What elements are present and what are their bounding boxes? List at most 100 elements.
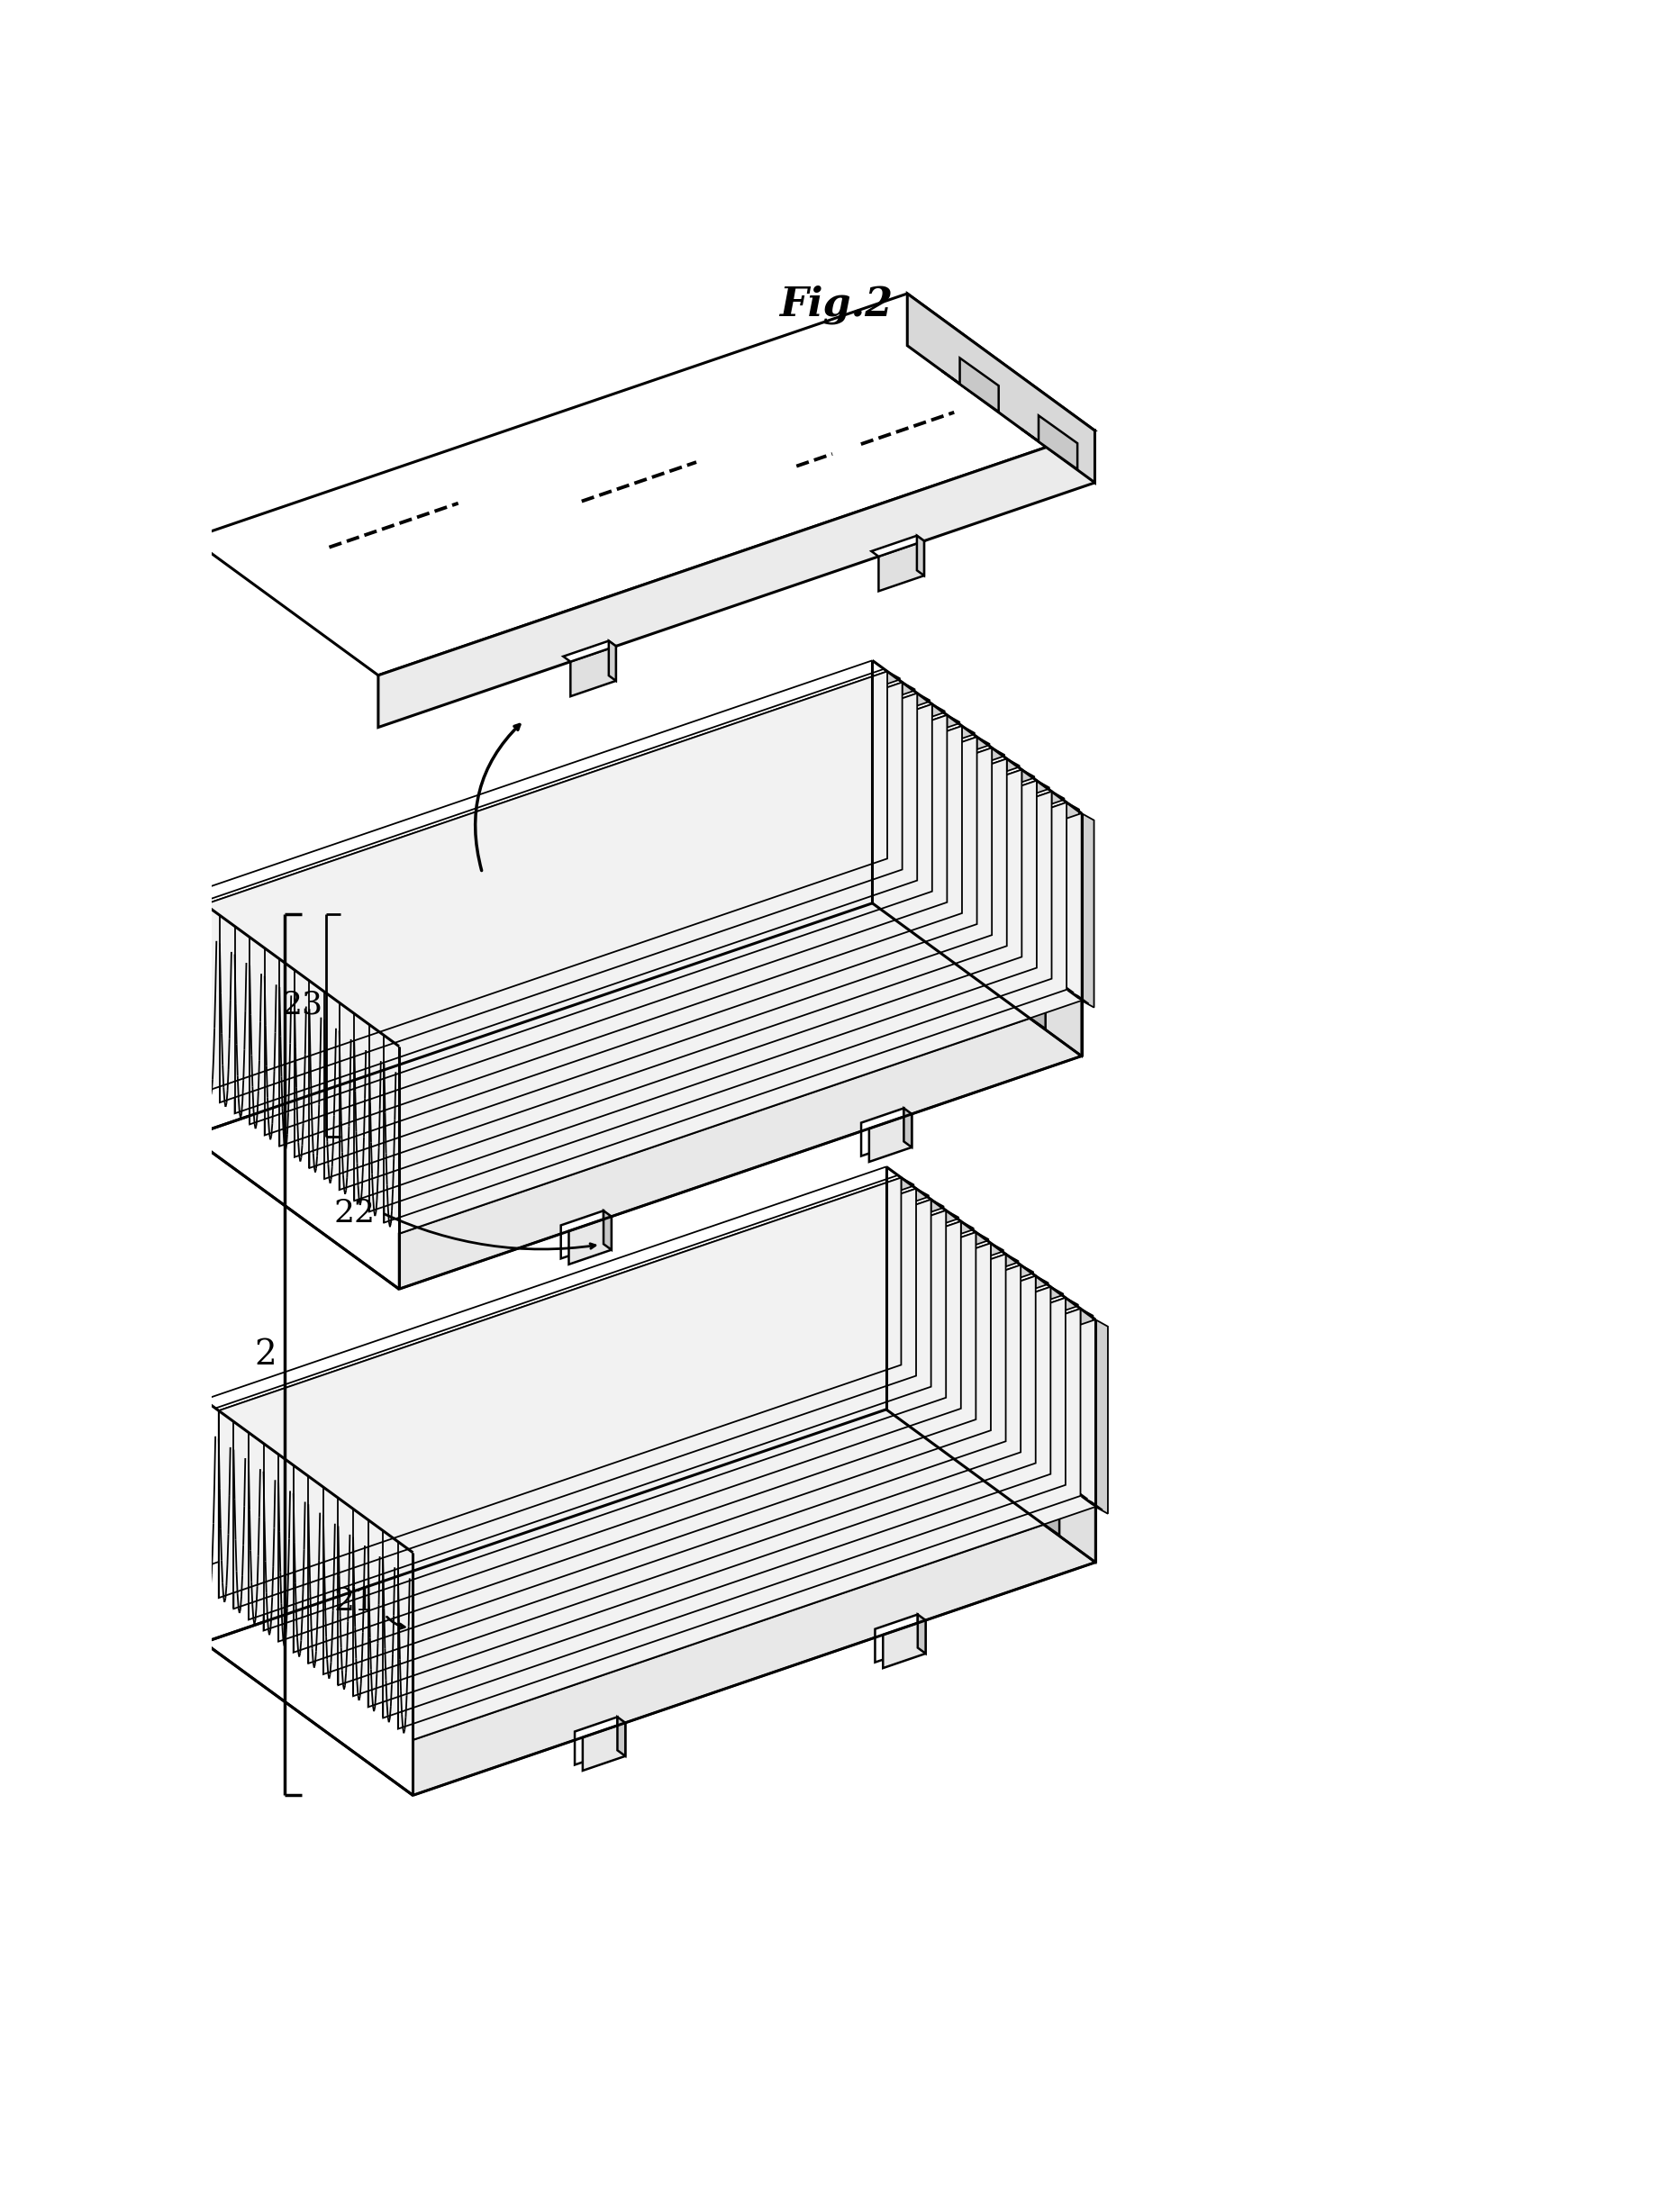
- Polygon shape: [219, 681, 902, 1102]
- Polygon shape: [1003, 1000, 1045, 1029]
- Polygon shape: [294, 737, 977, 1157]
- Polygon shape: [1051, 792, 1065, 987]
- Polygon shape: [902, 1365, 924, 1378]
- Polygon shape: [384, 1298, 1065, 1719]
- Polygon shape: [350, 1274, 1036, 1509]
- Polygon shape: [917, 535, 924, 575]
- Polygon shape: [917, 1188, 928, 1382]
- Polygon shape: [321, 757, 1007, 991]
- Polygon shape: [1065, 1298, 1078, 1491]
- Polygon shape: [279, 726, 962, 1146]
- Polygon shape: [1007, 759, 1020, 953]
- Polygon shape: [1007, 1442, 1028, 1455]
- Polygon shape: [291, 734, 977, 969]
- Polygon shape: [977, 1420, 998, 1433]
- Polygon shape: [583, 1723, 625, 1770]
- Polygon shape: [948, 902, 968, 916]
- Text: Fig.2: Fig.2: [779, 285, 894, 323]
- Polygon shape: [610, 641, 616, 681]
- Polygon shape: [879, 542, 924, 591]
- Polygon shape: [336, 1263, 1022, 1498]
- Polygon shape: [947, 1210, 958, 1405]
- Polygon shape: [902, 681, 915, 876]
- Polygon shape: [291, 1230, 977, 1464]
- Polygon shape: [917, 692, 930, 887]
- Polygon shape: [1008, 947, 1028, 960]
- Polygon shape: [204, 672, 887, 1093]
- Polygon shape: [191, 294, 1095, 675]
- Polygon shape: [932, 703, 945, 898]
- Polygon shape: [1068, 991, 1088, 1004]
- Polygon shape: [350, 779, 1036, 1013]
- Polygon shape: [1038, 969, 1058, 982]
- Polygon shape: [399, 1000, 1081, 1290]
- Polygon shape: [887, 1354, 1095, 1562]
- Polygon shape: [962, 1221, 973, 1416]
- Polygon shape: [1017, 1504, 1060, 1535]
- Polygon shape: [365, 1285, 1050, 1520]
- Polygon shape: [887, 672, 900, 865]
- Polygon shape: [1053, 980, 1073, 993]
- Polygon shape: [1095, 1321, 1108, 1513]
- Polygon shape: [912, 931, 953, 962]
- Polygon shape: [369, 1287, 1050, 1708]
- Polygon shape: [261, 1208, 947, 1444]
- Polygon shape: [568, 1217, 611, 1265]
- Polygon shape: [249, 703, 932, 1124]
- Polygon shape: [618, 1717, 625, 1756]
- Polygon shape: [933, 891, 953, 905]
- Polygon shape: [570, 646, 616, 697]
- Polygon shape: [925, 1438, 967, 1469]
- Polygon shape: [1066, 1486, 1088, 1500]
- Polygon shape: [279, 1221, 962, 1641]
- Polygon shape: [904, 1108, 912, 1148]
- Polygon shape: [874, 849, 894, 863]
- Polygon shape: [1081, 1498, 1103, 1511]
- Polygon shape: [1007, 1254, 1018, 1449]
- Polygon shape: [904, 869, 924, 883]
- Polygon shape: [962, 1409, 983, 1422]
- Polygon shape: [365, 790, 1051, 1024]
- Polygon shape: [264, 714, 947, 1135]
- Polygon shape: [992, 1431, 1013, 1444]
- Polygon shape: [1036, 1464, 1058, 1478]
- Polygon shape: [395, 812, 1081, 1046]
- Polygon shape: [380, 1296, 1065, 1531]
- Polygon shape: [875, 1615, 917, 1661]
- Polygon shape: [947, 714, 960, 909]
- Polygon shape: [917, 1615, 925, 1655]
- Polygon shape: [414, 1506, 1095, 1796]
- Polygon shape: [993, 936, 1013, 949]
- Polygon shape: [575, 1717, 618, 1765]
- Polygon shape: [872, 847, 1081, 1055]
- Polygon shape: [561, 1210, 603, 1259]
- Polygon shape: [294, 1232, 977, 1652]
- Polygon shape: [992, 748, 1005, 942]
- Polygon shape: [978, 925, 998, 938]
- Polygon shape: [902, 1177, 914, 1371]
- Polygon shape: [201, 668, 887, 905]
- Polygon shape: [1036, 1276, 1048, 1471]
- Polygon shape: [264, 1210, 947, 1630]
- Polygon shape: [962, 726, 975, 920]
- Polygon shape: [410, 1316, 1095, 1553]
- Polygon shape: [231, 690, 917, 927]
- Polygon shape: [860, 1108, 904, 1157]
- Polygon shape: [869, 1115, 912, 1161]
- Polygon shape: [1066, 803, 1080, 998]
- Polygon shape: [309, 1243, 992, 1663]
- Polygon shape: [1036, 1491, 1060, 1535]
- Polygon shape: [947, 1398, 968, 1411]
- Polygon shape: [231, 1186, 917, 1422]
- Polygon shape: [276, 723, 962, 960]
- Polygon shape: [942, 372, 998, 411]
- Polygon shape: [945, 1425, 967, 1469]
- Polygon shape: [1080, 1310, 1093, 1502]
- Polygon shape: [960, 358, 998, 411]
- Polygon shape: [261, 712, 947, 949]
- Polygon shape: [216, 679, 902, 916]
- Polygon shape: [395, 1307, 1080, 1542]
- Polygon shape: [1020, 429, 1078, 469]
- Polygon shape: [324, 759, 1007, 1179]
- Polygon shape: [399, 814, 1081, 1234]
